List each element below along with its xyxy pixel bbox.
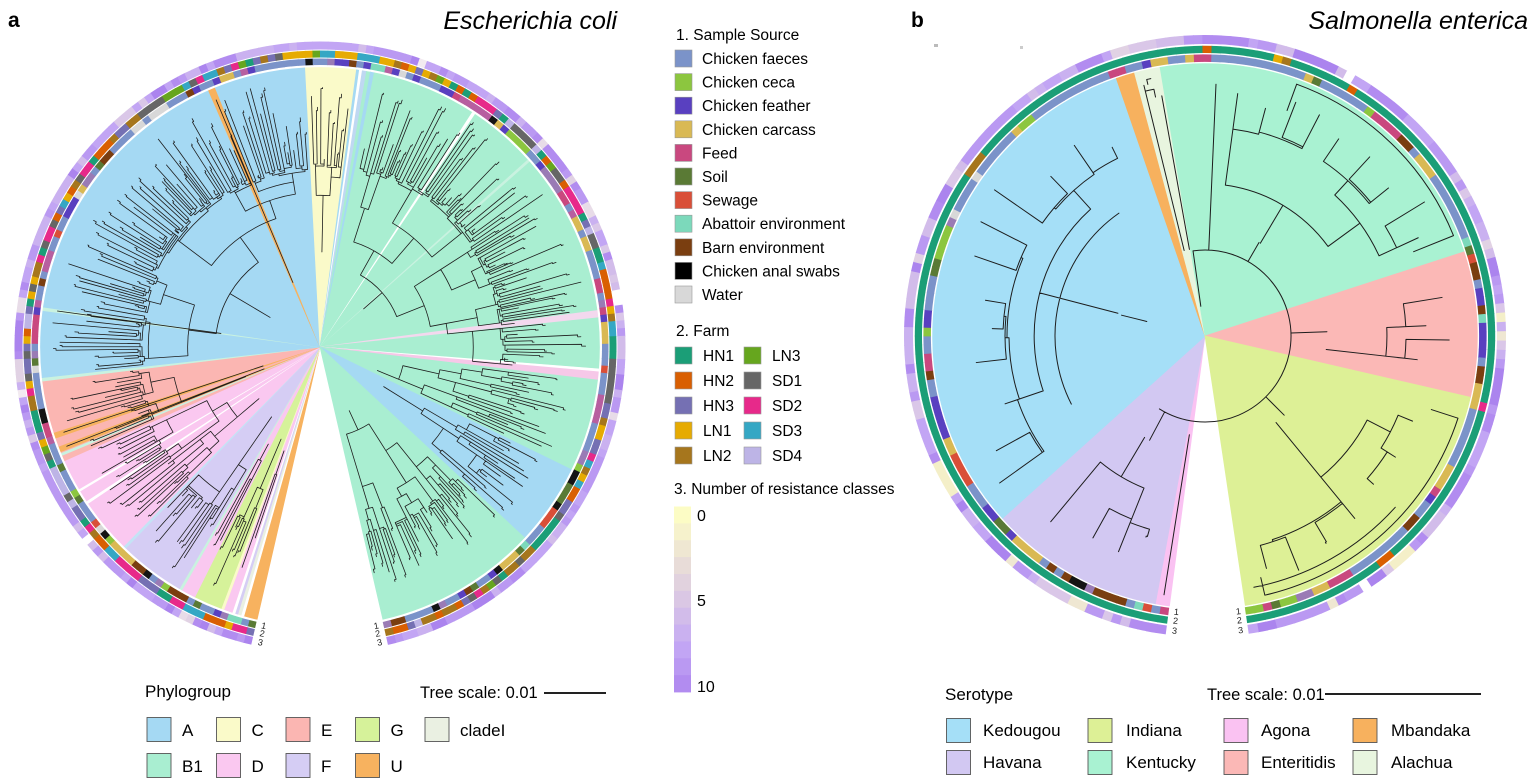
svg-text:SD4: SD4	[772, 448, 803, 465]
svg-text:3. Number of resistance classe: 3. Number of resistance classes	[674, 481, 895, 498]
svg-text:Mbandaka: Mbandaka	[1391, 721, 1471, 740]
svg-text:2. Farm: 2. Farm	[676, 323, 729, 340]
svg-text:Chicken faeces: Chicken faeces	[702, 51, 808, 68]
svg-text:Kentucky: Kentucky	[1126, 753, 1196, 772]
svg-text:Enteritidis: Enteritidis	[1261, 753, 1336, 772]
svg-text:Chicken ceca: Chicken ceca	[702, 75, 795, 92]
svg-text:Chicken anal swabs: Chicken anal swabs	[702, 263, 840, 280]
svg-text:Havana: Havana	[983, 753, 1042, 772]
svg-text:SD2: SD2	[772, 398, 802, 415]
svg-text:D: D	[252, 757, 264, 776]
svg-text:Agona: Agona	[1261, 721, 1311, 740]
svg-text:Salmonella enterica: Salmonella enterica	[1308, 7, 1528, 35]
svg-text:cladeI: cladeI	[460, 721, 505, 740]
svg-text:3: 3	[1172, 626, 1178, 636]
svg-text:10: 10	[697, 679, 715, 696]
svg-text:LN2: LN2	[703, 448, 731, 465]
svg-text:Sewage: Sewage	[702, 193, 758, 210]
svg-text:A: A	[182, 721, 194, 740]
svg-text:Indiana: Indiana	[1126, 721, 1182, 740]
svg-text:3: 3	[257, 637, 264, 648]
svg-text:Kedougou: Kedougou	[983, 721, 1061, 740]
svg-text:LN1: LN1	[703, 423, 731, 440]
svg-text:2: 2	[1173, 616, 1179, 626]
svg-text:Phylogroup: Phylogroup	[145, 682, 231, 701]
svg-text:1: 1	[1173, 607, 1179, 617]
svg-text:1: 1	[1235, 606, 1241, 617]
svg-text:Water: Water	[702, 287, 743, 304]
svg-text:SD3: SD3	[772, 423, 802, 440]
svg-text:E: E	[321, 721, 332, 740]
svg-text:0: 0	[697, 508, 706, 525]
svg-text:3: 3	[1238, 625, 1244, 636]
svg-text:Tree scale: 0.01: Tree scale: 0.01	[1207, 686, 1325, 704]
svg-text:1. Sample Source: 1. Sample Source	[676, 27, 799, 44]
svg-text:a: a	[8, 9, 20, 32]
svg-text:HN1: HN1	[703, 348, 734, 365]
svg-text:Soil: Soil	[702, 169, 728, 186]
svg-text:F: F	[321, 757, 331, 776]
svg-text:Chicken feather: Chicken feather	[702, 98, 811, 115]
svg-text:G: G	[391, 721, 404, 740]
svg-text:Feed: Feed	[702, 145, 737, 162]
svg-text:1: 1	[373, 620, 380, 631]
svg-text:1: 1	[260, 620, 267, 631]
svg-text:2: 2	[259, 628, 266, 639]
svg-text:U: U	[391, 757, 403, 776]
svg-text:HN3: HN3	[703, 398, 734, 415]
svg-text:2: 2	[1236, 615, 1242, 626]
svg-text:Serotype: Serotype	[945, 685, 1013, 704]
svg-text:HN2: HN2	[703, 373, 734, 390]
svg-text:C: C	[252, 721, 264, 740]
svg-text:Chicken carcass: Chicken carcass	[702, 122, 816, 139]
svg-text:Tree scale: 0.01: Tree scale: 0.01	[420, 684, 538, 702]
svg-text:b: b	[911, 9, 924, 32]
svg-text:Barn environment: Barn environment	[702, 240, 825, 257]
svg-text:LN3: LN3	[772, 348, 800, 365]
svg-text:5: 5	[697, 593, 706, 610]
svg-text:Escherichia coli: Escherichia coli	[443, 7, 618, 35]
svg-text:2: 2	[374, 628, 381, 639]
svg-text:B1: B1	[182, 757, 203, 776]
svg-text:Abattoir environment: Abattoir environment	[702, 216, 846, 233]
svg-text:SD1: SD1	[772, 373, 802, 390]
svg-text:Alachua: Alachua	[1391, 753, 1453, 772]
svg-text:3: 3	[376, 637, 383, 648]
